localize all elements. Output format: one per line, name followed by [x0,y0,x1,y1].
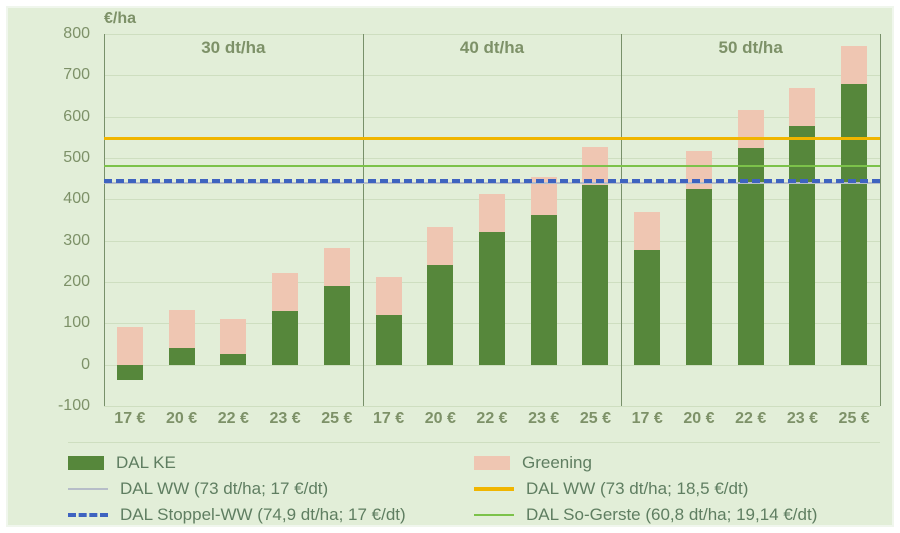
gridline [104,406,880,407]
panel-title: 30 dt/ha [201,38,265,58]
legend-item: DAL WW (73 dt/ha; 18,5 €/dt) [474,479,880,499]
legend-item: DAL Stoppel-WW (74,9 dt/ha; 17 €/dt) [68,505,474,525]
bar-dal-ke [841,84,867,364]
legend-line [474,487,514,491]
legend-line [68,513,108,517]
y-tick-label: 800 [50,25,90,43]
bar-dal-ke [531,215,557,365]
x-tick-label: 17 € [373,410,404,428]
x-tick-label: 25 € [580,410,611,428]
y-tick-label: 500 [50,149,90,167]
x-tick-label: 22 € [476,410,507,428]
legend-line [474,514,514,516]
bar-dal-ke [686,189,712,365]
x-tick-label: 22 € [218,410,249,428]
gridline [104,365,880,366]
bar-greening [427,227,453,265]
legend-label: DAL WW (73 dt/ha; 18,5 €/dt) [526,479,748,499]
x-tick-label: 20 € [683,410,714,428]
x-tick-label: 25 € [321,410,352,428]
chart-frame: €/ha -100010020030040050060070080030 dt/… [6,6,894,527]
bar-dal-ke [479,232,505,365]
bar-greening [738,110,764,148]
legend-label: DAL Stoppel-WW (74,9 dt/ha; 17 €/dt) [120,505,406,525]
y-tick-label: 400 [50,190,90,208]
y-tick-label: 100 [50,314,90,332]
bar-greening [789,88,815,126]
y-tick-label: 200 [50,273,90,291]
x-tick-label: 22 € [735,410,766,428]
legend-label: DAL WW (73 dt/ha; 17 €/dt) [120,479,328,499]
plot-area: -100010020030040050060070080030 dt/ha17 … [104,34,880,406]
bar-greening [324,248,350,286]
bar-greening [220,319,246,354]
bar-dal-ke [324,286,350,365]
y-tick-label: 0 [50,356,90,374]
bar-greening [376,277,402,315]
legend-line [68,488,108,490]
bar-greening [634,212,660,250]
reference-line [104,179,880,183]
bar-dal-ke [272,311,298,365]
legend-item: DAL WW (73 dt/ha; 17 €/dt) [68,479,474,499]
gridline [104,75,880,76]
panel-title: 50 dt/ha [719,38,783,58]
bar-dal-ke [169,348,195,365]
bar-greening [479,194,505,232]
x-tick-label: 23 € [787,410,818,428]
chart-area: €/ha -100010020030040050060070080030 dt/… [68,16,888,416]
reference-line [104,165,880,167]
bar-dal-ke [582,185,608,365]
legend-label: DAL KE [116,453,176,473]
x-tick-label: 17 € [632,410,663,428]
bar-greening [841,46,867,84]
x-tick-label: 23 € [528,410,559,428]
bar-dal-ke [427,265,453,364]
bar-greening [272,273,298,311]
legend-swatch [68,456,104,470]
legend-swatch [474,456,510,470]
bar-greening [117,327,143,364]
x-tick-label: 25 € [839,410,870,428]
legend-label: DAL So-Gerste (60,8 dt/ha; 19,14 €/dt) [526,505,817,525]
panel-title: 40 dt/ha [460,38,524,58]
y-tick-label: -100 [50,397,90,415]
legend-label: Greening [522,453,592,473]
legend-item: DAL KE [68,453,474,473]
bar-greening [169,310,195,348]
y-tick-label: 300 [50,232,90,250]
x-tick-label: 23 € [269,410,300,428]
reference-line [104,137,880,140]
legend-item: Greening [474,453,880,473]
y-axis-title: €/ha [104,10,136,28]
x-tick-label: 20 € [425,410,456,428]
y-tick-label: 700 [50,66,90,84]
x-tick-label: 17 € [114,410,145,428]
legend: DAL KE Greening DAL WW (73 dt/ha; 17 €/dt)… [68,442,880,531]
bar-dal-ke [220,354,246,364]
y-tick-label: 600 [50,108,90,126]
bar-dal-ke [117,365,143,381]
bar-dal-ke [634,250,660,365]
x-tick-label: 20 € [166,410,197,428]
bar-dal-ke [376,315,402,365]
bar-dal-ke [789,126,815,365]
legend-item: DAL So-Gerste (60,8 dt/ha; 19,14 €/dt) [474,505,880,525]
gridline [104,34,880,35]
